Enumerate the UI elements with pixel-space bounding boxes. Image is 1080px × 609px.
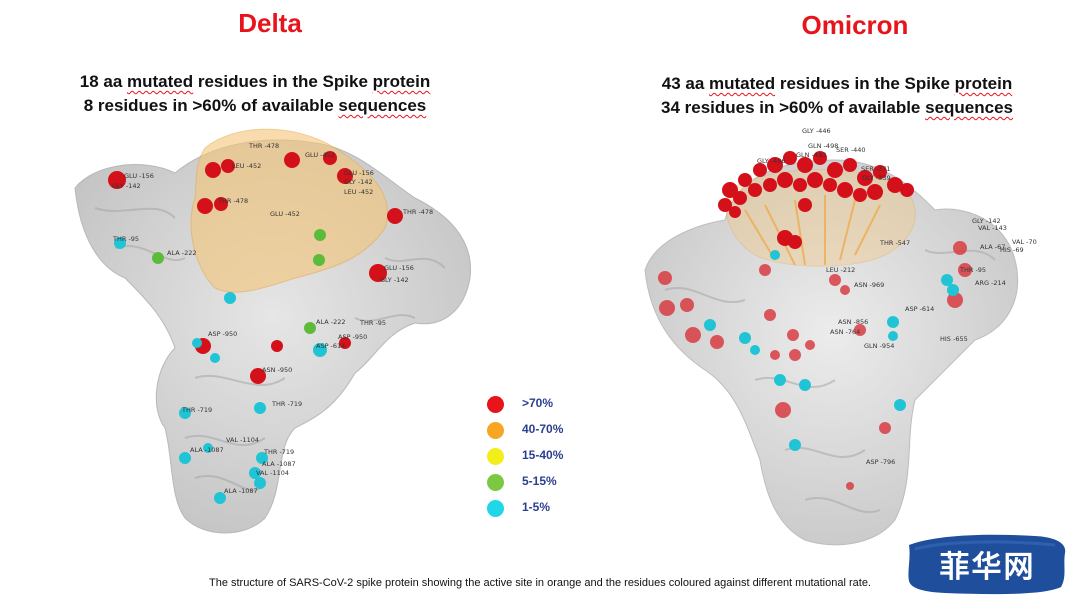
legend-label: 5-15% — [522, 474, 557, 488]
residue-label: THR -478 — [403, 208, 434, 216]
delta-active-site — [190, 128, 389, 293]
residue-label: ALA -67 — [980, 243, 1006, 251]
figure-caption: The structure of SARS-CoV-2 spike protei… — [208, 577, 871, 589]
legend-swatch — [487, 422, 504, 439]
legend-label: 1-5% — [522, 500, 551, 514]
residue-label: GLY -142 — [112, 182, 141, 190]
residue-label: LEU -212 — [826, 266, 856, 274]
delta-subtitle-line1: 18 aa mutated residues in the Spike prot… — [79, 72, 431, 91]
omicron-title: Omicron — [801, 10, 909, 40]
residue-label: ASN -764 — [830, 328, 861, 336]
residue-label: ALA -1087 — [224, 487, 258, 495]
residue-label: ALA -222 — [316, 318, 346, 326]
residue-label: ASP -614 — [905, 305, 935, 313]
residue-label: GLY -496 — [757, 157, 786, 165]
residue-label: THR -478 — [249, 142, 280, 150]
residue-label: ASN -856 — [838, 318, 869, 326]
omicron-spike-structure — [644, 151, 1019, 546]
residue-label: THR -95 — [960, 266, 987, 274]
omicron-subtitle-line1: 43 aa mutated residues in the Spike prot… — [661, 74, 1013, 93]
residue-label: GLY -339 — [862, 174, 891, 182]
residue-label: HIS -655 — [940, 335, 968, 343]
residue-label: ASP -614 — [316, 342, 346, 350]
mutation-rate-legend: >70% 40-70% 15-40% 5-15% 1-5% — [483, 393, 593, 523]
residue-label: VAL -1104 — [256, 469, 290, 477]
legend-item: 5-15% — [483, 471, 593, 497]
omicron-subtitle-line2: 34 residues in >60% of available sequenc… — [661, 98, 1013, 117]
residue-label: THR -95 — [360, 319, 387, 327]
residue-label: THR -95 — [113, 235, 140, 243]
omicron-subtitle: 43 aa mutated residues in the Spike prot… — [612, 72, 1062, 120]
legend-item: 15-40% — [483, 445, 593, 471]
watermark-brush-shape — [908, 534, 1066, 595]
residue-label: SER -440 — [836, 146, 866, 154]
residue-label: ALA -1087 — [190, 446, 224, 454]
delta-subtitle-line2: 8 residues in >60% of available sequence… — [83, 96, 427, 115]
residue-label: ASP -796 — [866, 458, 896, 466]
residue-label: SER -371 — [861, 165, 891, 173]
residue-label: GLU -452 — [305, 151, 335, 159]
residue-label: GLU -156 — [344, 169, 374, 177]
legend-label: 40-70% — [522, 422, 564, 436]
residue-label: GLU -452 — [270, 210, 300, 218]
residue-label: ASN -950 — [262, 366, 293, 374]
residue-label: VAL -143 — [978, 224, 1007, 232]
residue-label: HIS -69 — [1000, 246, 1024, 254]
residue-label: THR -719 — [272, 400, 303, 408]
legend-item: >70% — [483, 393, 593, 419]
delta-title: Delta — [238, 8, 302, 38]
residue-label: LEU -452 — [232, 162, 262, 170]
residue-label: ALA -222 — [167, 249, 197, 257]
residue-label: LEU -452 — [344, 188, 374, 196]
legend-item: 1-5% — [483, 497, 593, 523]
residue-label: VAL -70 — [1012, 238, 1037, 246]
delta-spike-structure — [74, 128, 472, 534]
residue-label: VAL -1104 — [226, 436, 260, 444]
residue-label: GLN -498 — [808, 142, 839, 150]
legend-item: 40-70% — [483, 419, 593, 445]
residue-label: THR -478 — [218, 197, 249, 205]
legend-label: 15-40% — [522, 448, 564, 462]
residue-label: ARG -214 — [975, 279, 1006, 287]
residue-label: THR -719 — [182, 406, 213, 414]
residue-label: THR -719 — [264, 448, 295, 456]
residue-label: THR -547 — [880, 239, 911, 247]
residue-label: ASP -950 — [208, 330, 238, 338]
residue-label: GLY -142 — [972, 217, 1001, 225]
residue-label: ASN -969 — [854, 281, 885, 289]
legend-swatch — [487, 396, 504, 413]
watermark-logo: 菲华网 — [905, 531, 1070, 598]
residue-label: GLY -142 — [380, 276, 409, 284]
legend-swatch — [487, 448, 504, 465]
residue-label: GLU -156 — [124, 172, 154, 180]
legend-swatch — [487, 474, 504, 491]
residue-label: GLN -493 — [796, 151, 827, 159]
delta-subtitle: 18 aa mutated residues in the Spike prot… — [20, 70, 490, 118]
watermark-text: 菲华网 — [939, 550, 1036, 585]
residue-label: GLN -954 — [864, 342, 895, 350]
residue-label: ALA -1087 — [262, 460, 296, 468]
residue-label: GLY -142 — [344, 178, 373, 186]
residue-label: GLU -156 — [384, 264, 414, 272]
residue-label: GLY -446 — [802, 127, 831, 135]
legend-label: >70% — [522, 396, 554, 410]
residue-label: ASP -950 — [338, 333, 368, 341]
legend-swatch — [487, 500, 504, 517]
